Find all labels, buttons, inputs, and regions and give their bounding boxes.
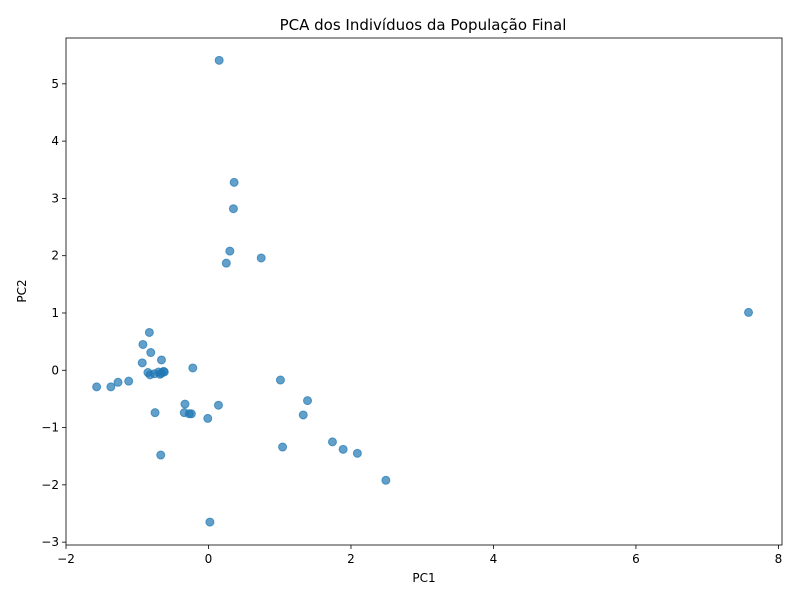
scatter-point-11 <box>156 355 166 365</box>
scatter-point-8 <box>138 339 148 349</box>
scatter-point-22 <box>113 377 123 387</box>
scatter-point-33 <box>205 517 215 527</box>
y-tick-label: −2 <box>41 478 59 492</box>
scatter-point-4 <box>221 258 231 268</box>
y-tick-label: 4 <box>51 134 59 148</box>
scatter-point-10 <box>137 358 147 368</box>
scatter-point-9 <box>146 348 156 358</box>
scatter-point-37 <box>278 442 288 452</box>
y-tick-label: 2 <box>51 249 59 263</box>
scatter-point-1 <box>229 177 239 187</box>
y-axis-ticks: −3 −2 −1 0 1 2 3 4 5 <box>41 77 66 549</box>
y-tick-label: −3 <box>41 535 59 549</box>
scatter-point-30 <box>213 400 223 410</box>
x-tick-label: 2 <box>347 552 355 566</box>
scatter-point-32 <box>156 450 166 460</box>
scatter-point-29 <box>186 409 196 419</box>
y-tick-label: 0 <box>51 363 59 377</box>
scatter-point-35 <box>303 396 313 406</box>
x-tick-label: 8 <box>775 552 783 566</box>
scatter-point-2 <box>228 204 238 214</box>
x-tick-label: 4 <box>490 552 498 566</box>
y-tick-label: 3 <box>51 191 59 205</box>
scatter-point-3 <box>225 246 235 256</box>
scatter-point-34 <box>275 375 285 385</box>
scatter-point-39 <box>338 444 348 454</box>
scatter-point-7 <box>144 327 154 337</box>
scatter-point-6 <box>744 307 754 317</box>
scatter-point-5 <box>256 253 266 263</box>
scatter-point-26 <box>180 399 190 409</box>
scatter-point-25 <box>150 408 160 418</box>
scatter-point-38 <box>327 437 337 447</box>
x-tick-label: 6 <box>632 552 640 566</box>
x-tick-label: 0 <box>205 552 213 566</box>
scatter-point-21 <box>124 376 134 386</box>
scatter-point-0 <box>214 55 224 65</box>
chart-title: PCA dos Indivíduos da População Final <box>280 16 567 34</box>
y-axis-label: PC2 <box>15 279 29 302</box>
x-axis-label: PC1 <box>412 571 435 585</box>
scatter-point-40 <box>352 448 362 458</box>
scatter-point-31 <box>203 413 213 423</box>
data-points <box>92 55 754 527</box>
x-axis-ticks: −2 0 2 4 6 8 <box>57 545 782 566</box>
scatter-point-36 <box>298 410 308 420</box>
scatter-point-41 <box>381 475 391 485</box>
plot-area <box>65 37 783 546</box>
scatter-point-12 <box>188 363 198 373</box>
scatter-point-24 <box>92 382 102 392</box>
x-tick-label: −2 <box>57 552 75 566</box>
y-tick-label: 1 <box>51 306 59 320</box>
y-tick-label: −1 <box>41 421 59 435</box>
scatter-point-23 <box>106 382 116 392</box>
scatter-point-20 <box>155 369 165 379</box>
y-tick-label: 5 <box>51 77 59 91</box>
